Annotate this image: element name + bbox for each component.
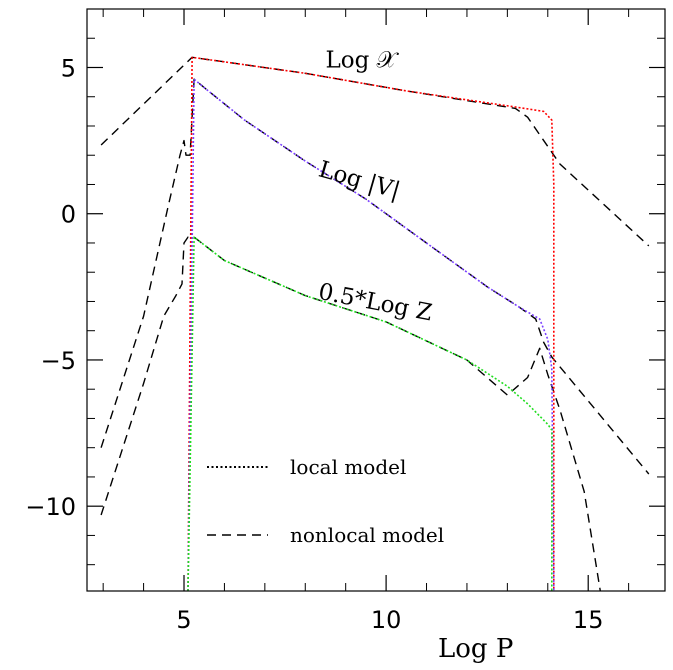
- curve-annotation: 0.5*Log Z: [316, 279, 434, 327]
- curve-annotation: Log 𝒳: [325, 47, 399, 73]
- legend: local model nonlocal model: [207, 455, 444, 547]
- y-tick-label: −5: [41, 347, 76, 375]
- tick-labels: 5 10 15 5 0 −5 −10: [25, 54, 603, 634]
- y-tick-label: −10: [25, 493, 76, 521]
- legend-label-nonlocal-model: nonlocal model: [290, 523, 444, 547]
- plot-frame: [86, 8, 666, 592]
- series-local-v: [187, 78, 555, 592]
- y-tick-label: 5: [61, 54, 76, 82]
- annotations: Log 𝒳 Log |V| 0.5*Log Z: [316, 47, 435, 326]
- x-axis-title: Log P: [438, 634, 513, 664]
- series-layer: [100, 56, 650, 592]
- x-tick-label: 5: [176, 606, 191, 634]
- x-tick-label: 10: [371, 606, 402, 634]
- series-local-z: [187, 236, 553, 592]
- curve-annotation: Log |V|: [316, 156, 403, 204]
- series-local-x: [187, 56, 555, 592]
- minor-ticks: [87, 8, 665, 591]
- major-ticks: [87, 9, 665, 591]
- series-nonlocal-v: [100, 78, 650, 475]
- y-tick-label: 0: [61, 201, 76, 229]
- x-tick-label: 15: [573, 606, 604, 634]
- legend-label-local-model: local model: [290, 455, 406, 479]
- series-nonlocal-x: [100, 56, 650, 247]
